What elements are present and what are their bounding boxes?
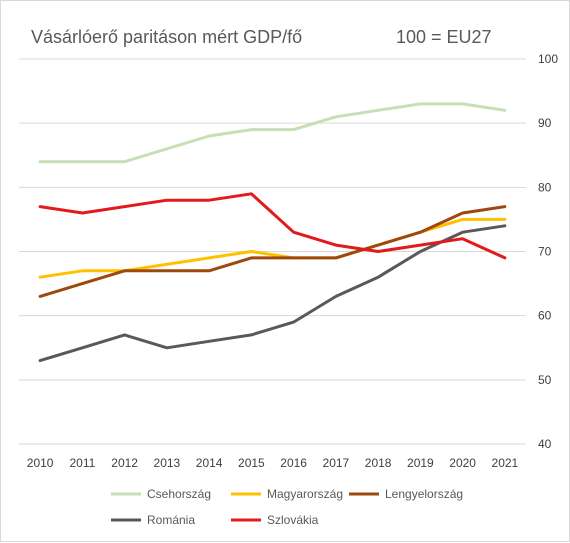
legend-label: Lengyelország [385, 487, 463, 501]
series-line-2 [38, 205, 507, 298]
legend-label: Magyarország [267, 487, 343, 501]
x-tick-label: 2010 [27, 456, 54, 470]
x-tick-label: 2018 [365, 456, 392, 470]
x-tick-label: 2016 [280, 456, 307, 470]
series-line-0 [38, 102, 507, 164]
y-tick-label: 50 [538, 373, 552, 387]
chart-subtitle: 100 = EU27 [396, 27, 492, 47]
legend-label: Csehország [147, 487, 211, 501]
x-tick-label: 2017 [323, 456, 350, 470]
x-tick-label: 2020 [449, 456, 476, 470]
x-tick-label: 2013 [154, 456, 181, 470]
series-line-3 [38, 224, 507, 363]
x-tick-label: 2015 [238, 456, 265, 470]
legend-label: Románia [147, 513, 195, 527]
legend-label: Szlovákia [267, 513, 319, 527]
y-tick-label: 100 [538, 52, 558, 66]
x-axis-ticks: 2010 2011 2012 2013 2014 2015 2016 2017 2018 2019… [27, 456, 519, 470]
x-tick-label: 2012 [111, 456, 138, 470]
chart-title: Vásárlóerő paritáson mért GDP/fő [31, 27, 302, 47]
gridlines [19, 58, 526, 445]
y-tick-label: 90 [538, 116, 552, 130]
y-tick-label: 70 [538, 245, 552, 259]
series-lines [38, 102, 507, 363]
y-tick-label: 60 [538, 309, 552, 323]
x-tick-label: 2011 [69, 456, 95, 470]
y-tick-label: 40 [538, 437, 552, 451]
x-tick-label: 2019 [407, 456, 434, 470]
series-line-4 [38, 192, 507, 260]
x-tick-label: 2014 [196, 456, 223, 470]
legend: Csehország Magyarország Lengyelország Román… [111, 487, 463, 527]
y-axis-ticks: 40 50 60 70 80 90 100 [538, 52, 558, 451]
y-tick-label: 80 [538, 180, 552, 194]
x-tick-label: 2021 [492, 456, 519, 470]
series-line-1 [38, 217, 507, 279]
